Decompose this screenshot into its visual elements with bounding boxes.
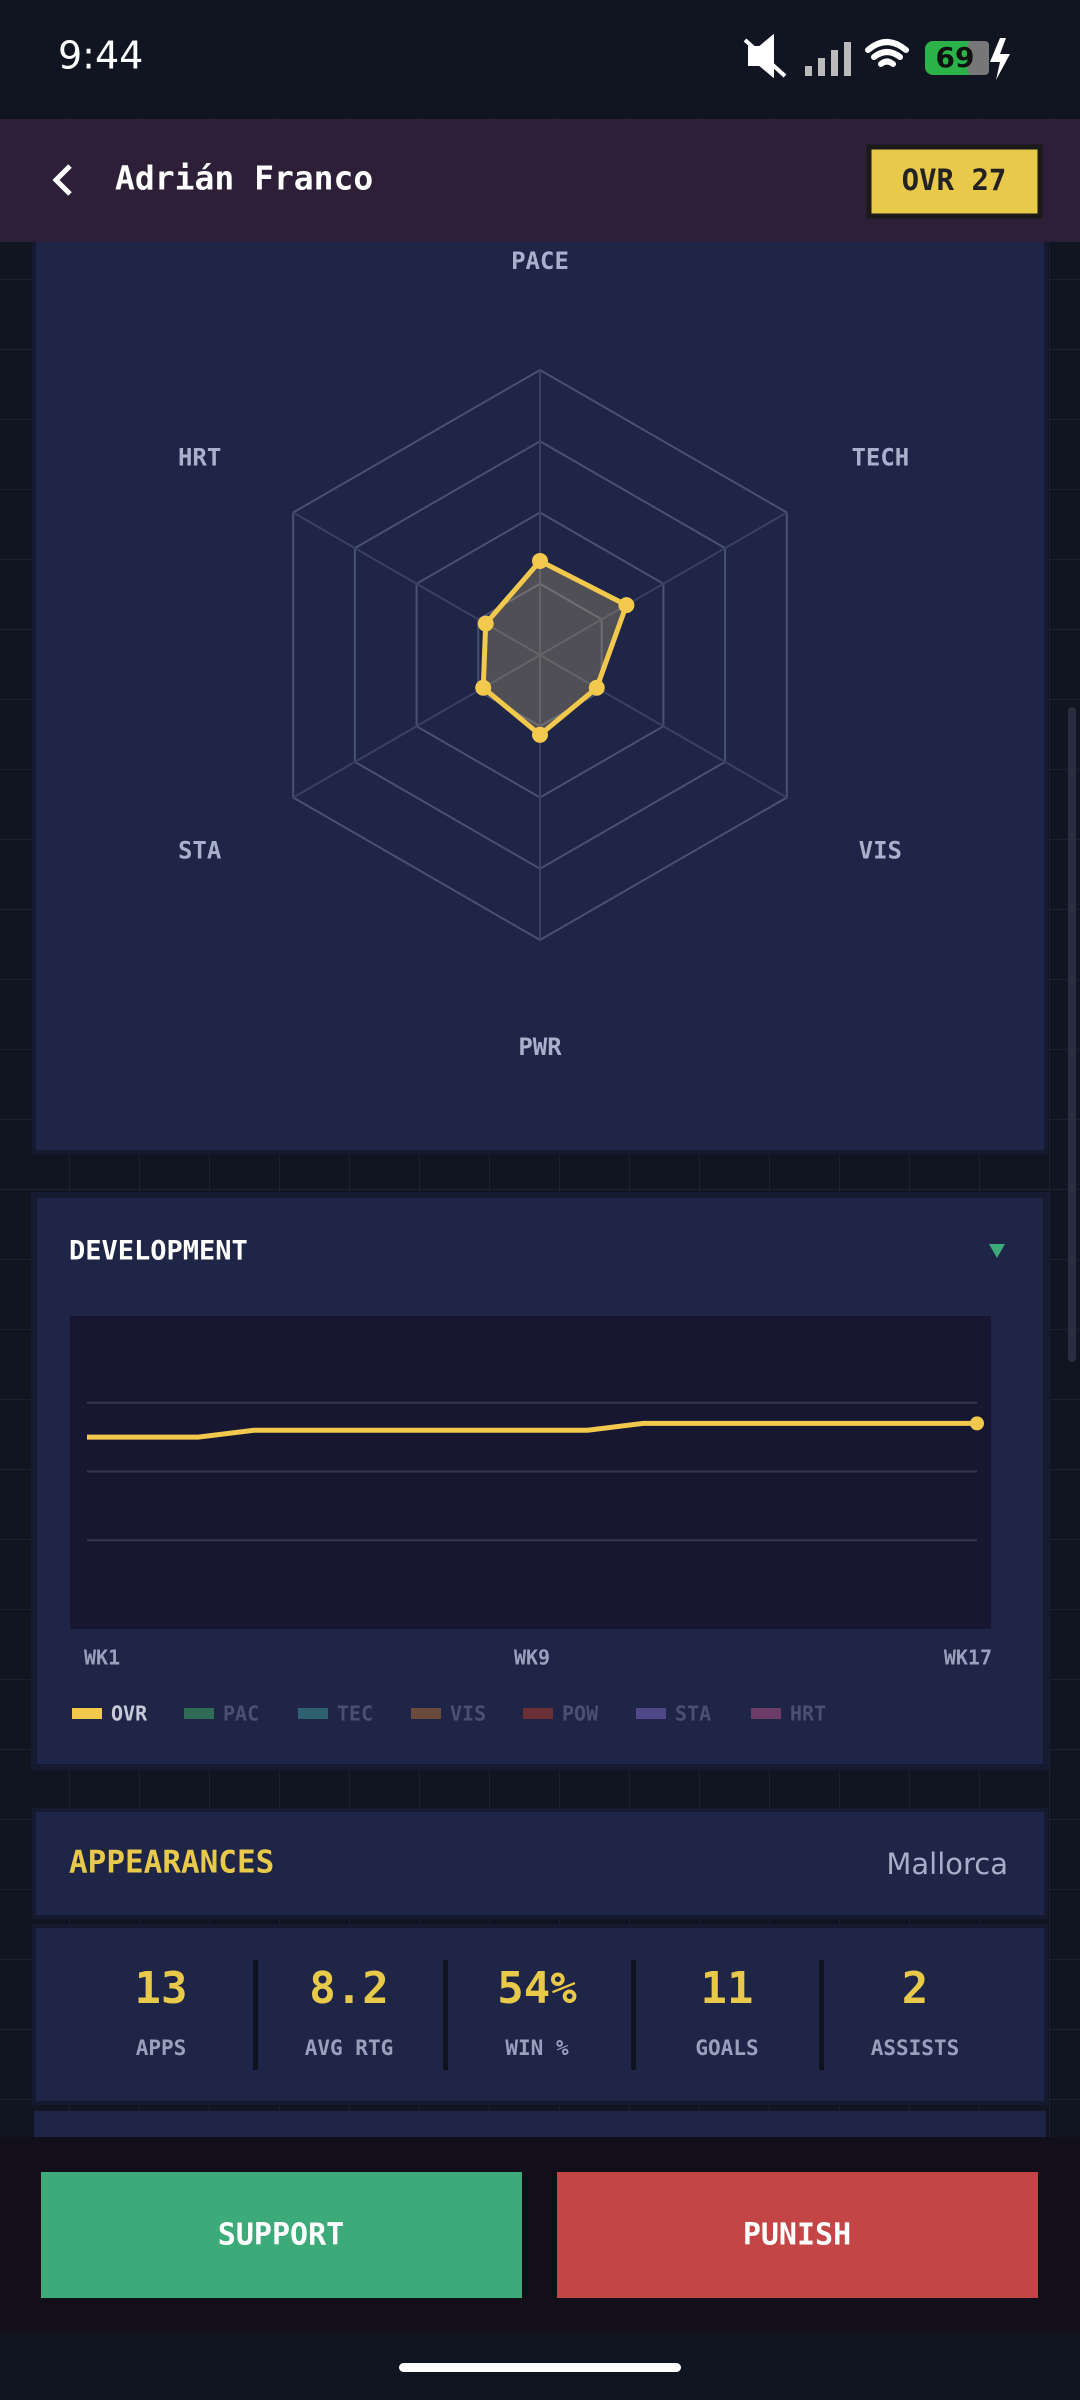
legend-label: POW	[562, 1702, 599, 1726]
radar-point	[588, 679, 605, 696]
appearances-header	[32, 1808, 1048, 1919]
stats-row: 13 APPS 8.2 AVG RTG 54% WIN % 11 GOALS 2 ASSISTS	[135, 1960, 960, 2070]
stat-label: ASSISTS	[871, 2036, 960, 2060]
back-button[interactable]	[52, 164, 72, 196]
stat-divider	[253, 1960, 258, 2070]
legend-label: VIS	[450, 1702, 486, 1726]
battery-level: 69	[936, 41, 975, 74]
x-tick-label: WK1	[84, 1646, 120, 1670]
player-name: Adrián Franco	[115, 159, 373, 198]
legend-swatch	[298, 1708, 328, 1719]
punish-button[interactable]	[557, 2172, 1038, 2298]
stat-label: WIN %	[505, 2036, 569, 2060]
development-title: DEVELOPMENT	[69, 1236, 248, 1267]
stats-panel	[32, 1924, 1048, 2105]
development-chart: WK1 WK9 WK17 OVR PAC TEC VIS POW STA HRT	[72, 1401, 992, 1726]
support-button[interactable]	[41, 2172, 522, 2298]
legend-label: OVR	[111, 1702, 148, 1726]
radar-point	[532, 552, 548, 569]
scrollbar	[1068, 707, 1076, 1362]
end-point	[970, 1416, 984, 1431]
spoke	[292, 654, 541, 799]
stat-label: APPS	[136, 2036, 187, 2060]
legend-label: HRT	[790, 1702, 826, 1726]
stat-value: 54%	[497, 1963, 577, 2014]
stat-divider	[443, 1960, 448, 2070]
axis-label: VIS	[859, 837, 902, 865]
stat-label: GOALS	[695, 2036, 758, 2060]
axis-label: TECH	[851, 444, 909, 472]
stat-divider	[631, 1960, 636, 2070]
axis-label: STA	[178, 837, 222, 865]
legend-swatch	[184, 1708, 214, 1719]
signal-icon	[805, 42, 851, 76]
spoke	[539, 654, 788, 799]
x-tick-label: WK9	[514, 1646, 550, 1670]
legend-label: TEC	[337, 1702, 373, 1726]
support-label: SUPPORT	[218, 2218, 344, 2253]
axis-label: HRT	[178, 444, 221, 472]
spoke	[539, 511, 788, 656]
legend-swatch	[72, 1708, 102, 1719]
radar-point	[477, 615, 494, 632]
radar-point	[475, 679, 492, 696]
status-bar	[0, 0, 1080, 118]
axis-label: PWR	[518, 1033, 562, 1061]
legend-swatch	[751, 1708, 781, 1719]
charging-icon	[990, 38, 1010, 80]
home-indicator	[399, 2363, 681, 2372]
legend-swatch	[636, 1708, 666, 1719]
collapse-toggle[interactable]	[989, 1244, 1005, 1258]
appearances-title: APPEARANCES	[69, 1845, 274, 1881]
series-line	[87, 1420, 977, 1440]
stat-value: 11	[701, 1963, 754, 2014]
wifi-icon	[865, 39, 909, 67]
radar-chart: PACE TECH VIS PWR STA HRT	[178, 247, 909, 1061]
club-name: Mallorca	[886, 1847, 1008, 1881]
legend-label: STA	[675, 1702, 711, 1726]
ovr-badge-text: OVR 27	[902, 163, 1007, 197]
axis-label: PACE	[511, 247, 569, 275]
radar-point	[532, 726, 548, 743]
stat-value: 13	[135, 1963, 188, 2014]
legend-label: PAC	[223, 1702, 259, 1726]
battery-empty	[968, 41, 989, 75]
stat-value: 8.2	[309, 1963, 388, 2014]
x-tick-label: WK17	[944, 1646, 992, 1670]
radar-point	[618, 597, 635, 614]
time: 9:44	[58, 34, 143, 78]
ovr-badge	[866, 144, 1043, 219]
punish-label: PUNISH	[743, 2218, 851, 2253]
stat-label: AVG RTG	[305, 2036, 394, 2060]
mute-icon	[743, 33, 787, 79]
legend-swatch	[411, 1708, 441, 1719]
legend-swatch	[523, 1708, 553, 1719]
stat-value: 2	[902, 1963, 929, 2014]
spoke	[292, 511, 541, 656]
stat-divider	[819, 1960, 824, 2070]
